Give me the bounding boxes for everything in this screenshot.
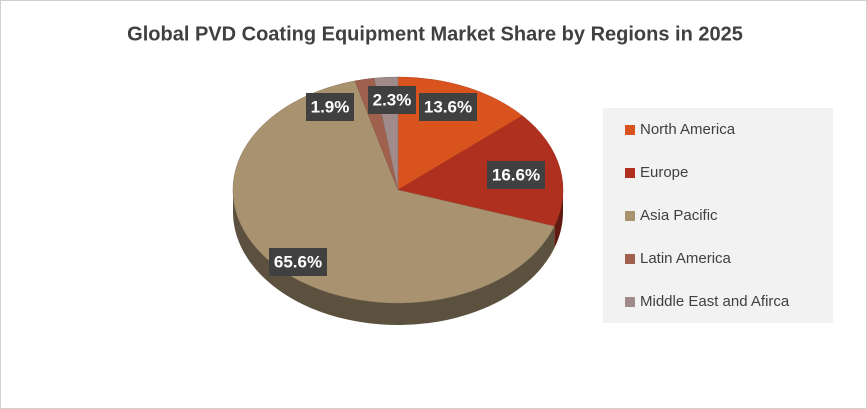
legend-label: Latin America [640, 250, 732, 267]
legend-label: Middle East and Afirca [640, 293, 790, 310]
data-label-box [487, 161, 545, 189]
legend-swatch [625, 125, 635, 135]
pie-slice [397, 115, 564, 227]
legend-swatch [625, 168, 635, 178]
pie-side [233, 190, 555, 326]
legend-swatch [625, 254, 635, 264]
data-label-box [269, 248, 327, 276]
data-label-box [419, 93, 477, 121]
data-label-box [306, 93, 354, 121]
data-label: 2.3% [373, 90, 412, 109]
legend-swatch [625, 211, 635, 221]
pie-sides [233, 190, 563, 326]
data-label-box [368, 86, 416, 114]
chart-title: Global PVD Coating Equipment Market Shar… [127, 23, 743, 45]
legend-label: Europe [640, 164, 688, 181]
legend-label: Asia Pacific [640, 207, 718, 224]
data-label: 13.6% [424, 97, 472, 116]
data-label: 65.6% [274, 252, 322, 271]
legend-box [603, 108, 833, 323]
pie-side [554, 190, 563, 249]
legend: North America Europe Asia Pacific Latin Ame… [625, 121, 790, 310]
data-label: 16.6% [492, 165, 540, 184]
legend-label: North America [640, 121, 736, 138]
data-labels: 13.6% 16.6% 65.6% 1.9% 2.3% [269, 86, 545, 276]
data-label: 1.9% [311, 97, 350, 116]
legend-swatch [625, 297, 635, 307]
